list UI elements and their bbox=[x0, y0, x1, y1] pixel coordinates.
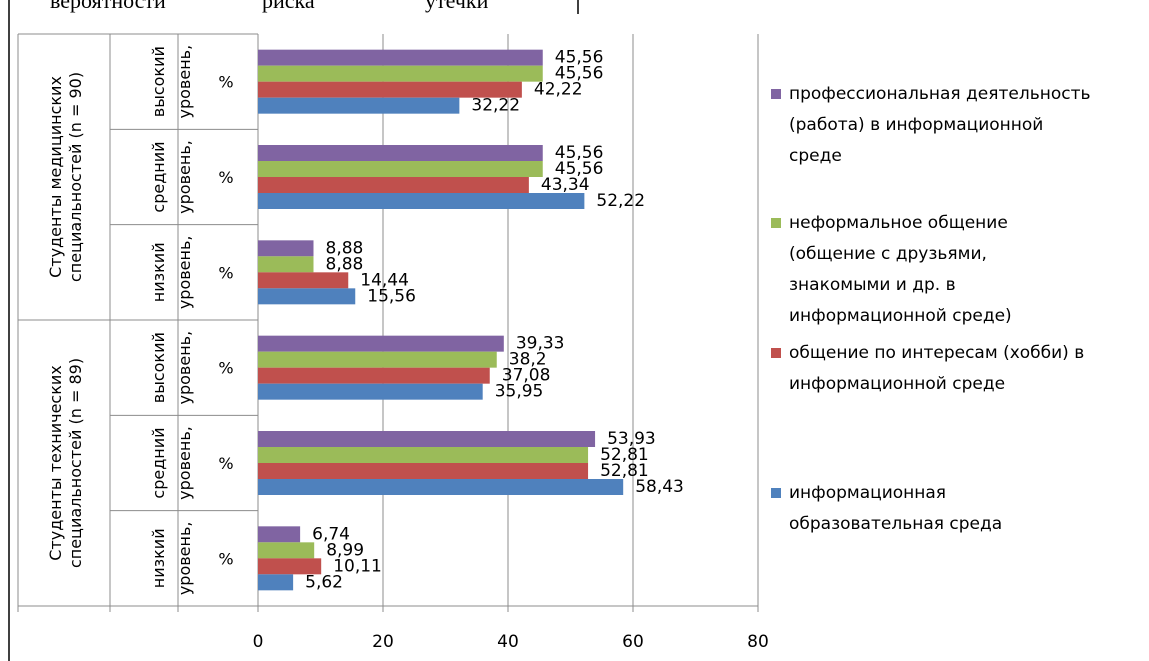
data-label: 45,56 bbox=[555, 48, 604, 68]
bar bbox=[258, 81, 522, 98]
x-tick-label: 80 bbox=[747, 632, 769, 652]
data-label: 52,81 bbox=[600, 461, 649, 481]
legend-label: информационной среде bbox=[789, 374, 1005, 394]
data-label: 45,56 bbox=[555, 159, 604, 179]
data-label: 8,99 bbox=[326, 540, 364, 560]
bar bbox=[258, 351, 497, 368]
bar bbox=[258, 335, 504, 352]
bar bbox=[258, 240, 314, 257]
header-fragment: вероятности bbox=[50, 0, 166, 13]
level-label: средний bbox=[149, 427, 168, 498]
bar bbox=[258, 542, 315, 559]
unit-label: % bbox=[218, 168, 233, 187]
legend-label: (работа) в информационной bbox=[789, 115, 1043, 135]
bar bbox=[258, 65, 543, 82]
data-label: 5,62 bbox=[305, 572, 343, 592]
unit-label: % bbox=[218, 263, 233, 282]
bar bbox=[258, 145, 543, 161]
group-label: Студенты медицинскихспециальностей (n = … bbox=[46, 72, 85, 282]
bar bbox=[258, 288, 356, 305]
x-tick-label: 0 bbox=[253, 632, 264, 652]
unit-label: % bbox=[218, 549, 233, 568]
gridlines bbox=[382, 34, 759, 606]
legend-label: неформальное общение bbox=[789, 213, 1008, 233]
x-tick-label: 20 bbox=[372, 632, 394, 652]
data-label: 38,2 bbox=[509, 350, 547, 370]
group-label: Студенты техническихспециальностей (n = … bbox=[46, 358, 85, 568]
level-label: низкий bbox=[149, 528, 168, 588]
legend-swatch bbox=[771, 89, 781, 99]
unit-label: % bbox=[218, 359, 233, 378]
bar bbox=[258, 383, 483, 400]
legend-swatch bbox=[771, 348, 781, 358]
bar bbox=[258, 272, 349, 289]
bar bbox=[258, 447, 589, 463]
data-label: 15,56 bbox=[367, 286, 416, 306]
data-label: 53,93 bbox=[607, 429, 656, 449]
data-label: 8,88 bbox=[326, 238, 364, 258]
x-tick-label: 40 bbox=[497, 632, 519, 652]
level-label-unit: уровень, bbox=[175, 140, 194, 214]
bar bbox=[258, 558, 322, 575]
x-tick-label: 60 bbox=[622, 632, 644, 652]
bar bbox=[258, 193, 585, 209]
bar bbox=[258, 463, 589, 479]
data-label: 58,43 bbox=[635, 477, 684, 497]
level-label-unit: уровень, bbox=[175, 45, 194, 119]
legend-label: информационная bbox=[789, 483, 946, 503]
data-label: 39,33 bbox=[516, 334, 565, 354]
category-axis: Студенты медицинскихспециальностей (n = … bbox=[17, 33, 259, 612]
bar bbox=[258, 526, 301, 543]
unit-label: % bbox=[218, 73, 233, 92]
level-label: высокий bbox=[149, 332, 168, 403]
data-labels: 45,5645,5642,2232,2245,5645,5643,3452,22… bbox=[305, 48, 684, 593]
data-label: 52,22 bbox=[596, 191, 645, 211]
level-label-unit: уровень, bbox=[175, 426, 194, 500]
bar bbox=[258, 479, 624, 495]
data-label: 32,22 bbox=[471, 96, 520, 116]
data-label: 14,44 bbox=[360, 270, 409, 290]
unit-label: % bbox=[218, 454, 233, 473]
bar bbox=[258, 161, 543, 177]
data-label: 6,74 bbox=[312, 524, 350, 544]
legend-label: (общение с друзьями, bbox=[789, 244, 987, 264]
data-label: 52,81 bbox=[600, 445, 649, 465]
legend-label: образовательная среда bbox=[789, 514, 1002, 534]
bar bbox=[258, 431, 596, 447]
data-label: 10,11 bbox=[333, 556, 382, 576]
bar bbox=[258, 97, 460, 114]
data-label: 45,56 bbox=[555, 143, 604, 163]
data-label: 43,34 bbox=[541, 175, 590, 195]
level-label-unit: уровень, bbox=[175, 331, 194, 405]
x-axis: 0 20 40 60 80 bbox=[253, 605, 769, 652]
legend-swatch bbox=[771, 218, 781, 228]
data-label: 37,08 bbox=[502, 366, 551, 386]
level-label: низкий bbox=[149, 242, 168, 302]
bar bbox=[258, 574, 294, 591]
bar bbox=[258, 256, 314, 273]
legend-label: знакомыми и др. в bbox=[789, 275, 956, 295]
legend-label: информационной среде) bbox=[789, 306, 1012, 326]
bar bbox=[258, 367, 490, 384]
level-label-unit: уровень, bbox=[175, 521, 194, 595]
legend: профессиональная деятельность (работа) в … bbox=[771, 84, 1091, 534]
level-label-unit: уровень, bbox=[175, 235, 194, 309]
legend-label: общение по интересам (хобби) в bbox=[789, 343, 1084, 363]
header-fragment: риска bbox=[262, 0, 315, 13]
level-label: высокий bbox=[149, 46, 168, 117]
data-label: 45,56 bbox=[555, 64, 604, 84]
bar bbox=[258, 49, 543, 66]
header-fragments: вероятности риска утечки bbox=[50, 0, 579, 14]
legend-swatch bbox=[771, 488, 781, 498]
data-label: 8,88 bbox=[326, 254, 364, 274]
data-label: 42,22 bbox=[534, 80, 583, 100]
legend-label: среде bbox=[789, 146, 842, 166]
data-label: 35,95 bbox=[495, 382, 544, 402]
bar bbox=[258, 177, 529, 193]
bars bbox=[258, 49, 624, 591]
header-fragment: утечки bbox=[425, 0, 489, 13]
level-label: средний bbox=[149, 141, 168, 212]
legend-label: профессиональная деятельность bbox=[789, 84, 1091, 104]
